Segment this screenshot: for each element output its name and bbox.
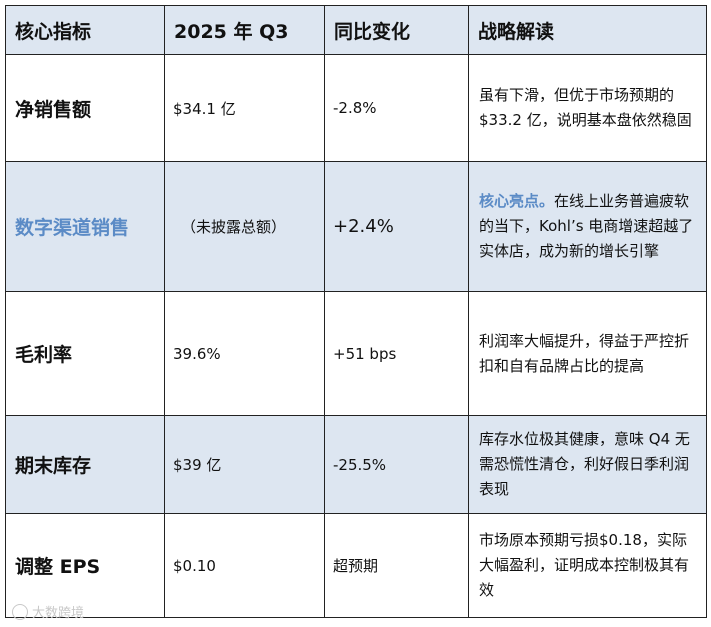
header-metric: 核心指标 [5, 5, 165, 55]
watermark-icon [12, 604, 28, 620]
metric-change: -25.5% [324, 415, 469, 514]
note-text: 在线上业务普遍疲软的当下，Kohl’s 电商增速超越了实体店，成为新的增长引擎 [479, 192, 694, 260]
metrics-table: 核心指标 2025 年 Q3 同比变化 战略解读 净销售额 $34.1 亿 -2… [5, 5, 707, 618]
header-q3: 2025 年 Q3 [164, 5, 325, 55]
header-strategy: 战略解读 [468, 5, 707, 55]
metric-name: 毛利率 [5, 291, 165, 416]
metric-name: 期末库存 [5, 415, 165, 514]
metric-value: （未披露总额） [164, 161, 325, 292]
header-row: 核心指标 2025 年 Q3 同比变化 战略解读 [5, 5, 707, 55]
note-highlight: 核心亮点。 [479, 192, 555, 210]
metric-change: -2.8% [324, 54, 469, 162]
table-row: 数字渠道销售 （未披露总额） +2.4% 核心亮点。在线上业务普遍疲软的当下，K… [5, 161, 707, 292]
metric-change: +2.4% [324, 161, 469, 292]
metric-name: 数字渠道销售 [5, 161, 165, 292]
metric-note: 虽有下滑，但优于市场预期的$33.2 亿，说明基本盘依然稳固 [468, 54, 707, 162]
metric-change: +51 bps [324, 291, 469, 416]
metric-note: 核心亮点。在线上业务普遍疲软的当下，Kohl’s 电商增速超越了实体店，成为新的… [468, 161, 707, 292]
metric-change: 超预期 [324, 513, 469, 618]
metric-value: $39 亿 [164, 415, 325, 514]
table-row: 调整 EPS $0.10 超预期 市场原本预期亏损$0.18，实际大幅盈利，证明… [5, 513, 707, 618]
metric-name: 调整 EPS [5, 513, 165, 618]
table-row: 毛利率 39.6% +51 bps 利润率大幅提升，得益于严控折扣和自有品牌占比… [5, 291, 707, 416]
table-row: 期末库存 $39 亿 -25.5% 库存水位极其健康，意味 Q4 无需恐慌性清仓… [5, 415, 707, 514]
metric-value: $34.1 亿 [164, 54, 325, 162]
metric-name: 净销售额 [5, 54, 165, 162]
metric-note: 市场原本预期亏损$0.18，实际大幅盈利，证明成本控制极其有效 [468, 513, 707, 618]
metric-value: 39.6% [164, 291, 325, 416]
metric-note: 库存水位极其健康，意味 Q4 无需恐慌性清仓，利好假日季利润表现 [468, 415, 707, 514]
table-row: 净销售额 $34.1 亿 -2.8% 虽有下滑，但优于市场预期的$33.2 亿，… [5, 54, 707, 162]
metric-value: $0.10 [164, 513, 325, 618]
watermark: 大数跨境 [12, 602, 84, 621]
header-yoy: 同比变化 [324, 5, 469, 55]
metric-note: 利润率大幅提升，得益于严控折扣和自有品牌占比的提高 [468, 291, 707, 416]
watermark-text: 大数跨境 [32, 606, 85, 621]
